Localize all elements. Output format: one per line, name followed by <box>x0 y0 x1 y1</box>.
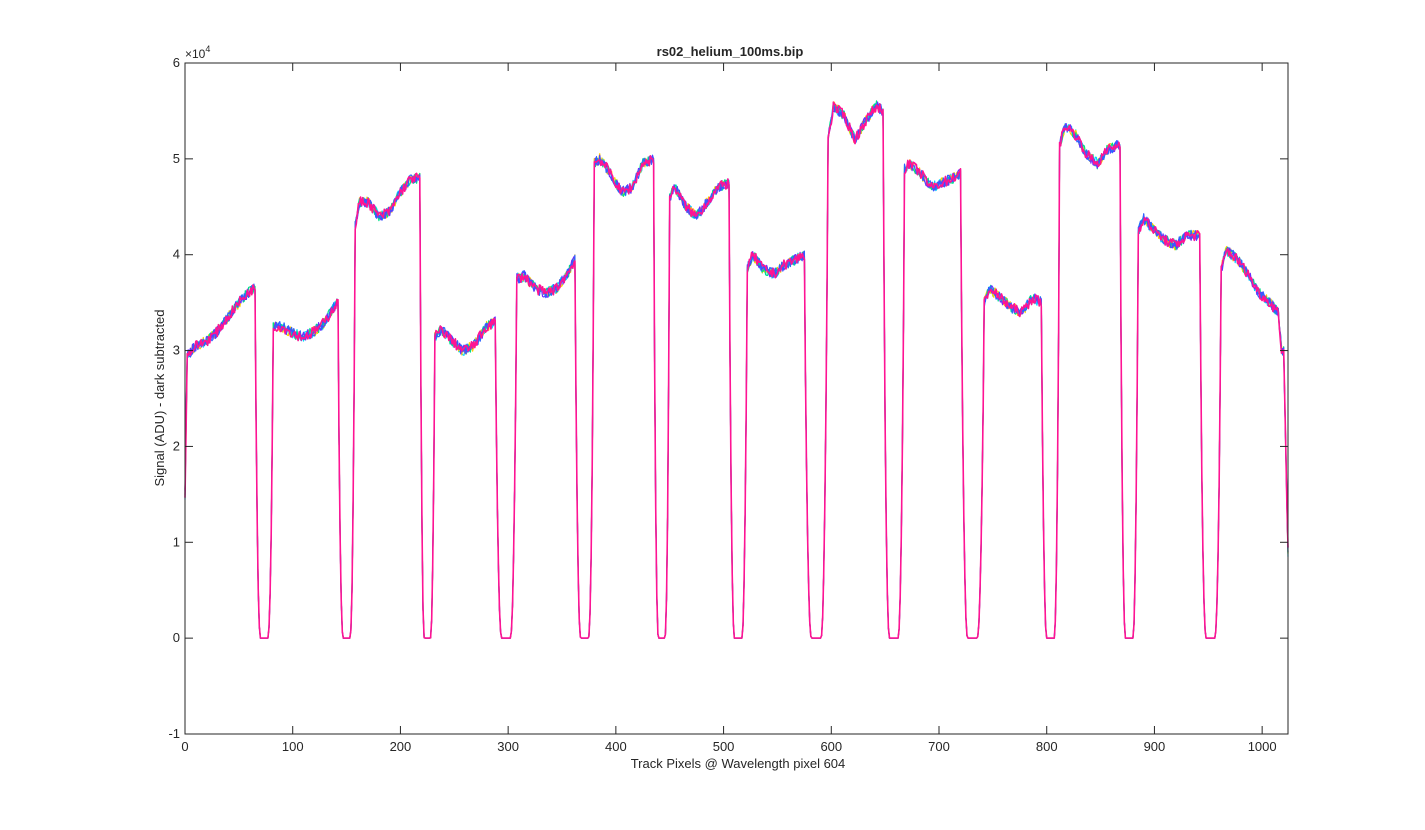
x-tick-label: 600 <box>820 739 842 754</box>
y-axis-ticks: -1 0 1 2 3 4 5 6 <box>168 55 1288 741</box>
y-tick-label: 4 <box>173 247 180 262</box>
x-tick-label: 700 <box>928 739 950 754</box>
plot-area <box>185 63 1288 734</box>
y-tick-label: 1 <box>173 534 180 549</box>
series-layer <box>184 100 1289 639</box>
y-axis-label: Signal (ADU) - dark subtracted <box>152 309 167 486</box>
x-tick-label: 1000 <box>1248 739 1277 754</box>
x-tick-label: 200 <box>390 739 412 754</box>
x-tick-label: 0 <box>181 739 188 754</box>
y-tick-label: -1 <box>168 726 180 741</box>
x-tick-label: 100 <box>282 739 304 754</box>
chart-title: rs02_helium_100ms.bip <box>657 44 804 59</box>
x-axis-ticks: 0 100 200 300 400 500 600 700 800 900 1000 <box>181 63 1277 754</box>
x-tick-label: 500 <box>713 739 735 754</box>
y-tick-label: 2 <box>173 438 180 453</box>
x-tick-label: 400 <box>605 739 627 754</box>
x-axis-label: Track Pixels @ Wavelength pixel 604 <box>631 756 846 771</box>
series-line <box>184 101 1289 639</box>
y-tick-label: 6 <box>173 55 180 70</box>
exponent-power: 4 <box>205 44 210 54</box>
x-tick-label: 900 <box>1144 739 1166 754</box>
y-tick-label: 3 <box>173 343 180 358</box>
x-tick-label: 800 <box>1036 739 1058 754</box>
y-tick-label: 5 <box>173 151 180 166</box>
exponent-base: ×10 <box>185 47 206 61</box>
x-tick-label: 300 <box>497 739 519 754</box>
y-axis-exponent: ×104 <box>185 44 210 61</box>
y-tick-label: 0 <box>173 630 180 645</box>
plot-frame <box>184 62 1289 735</box>
